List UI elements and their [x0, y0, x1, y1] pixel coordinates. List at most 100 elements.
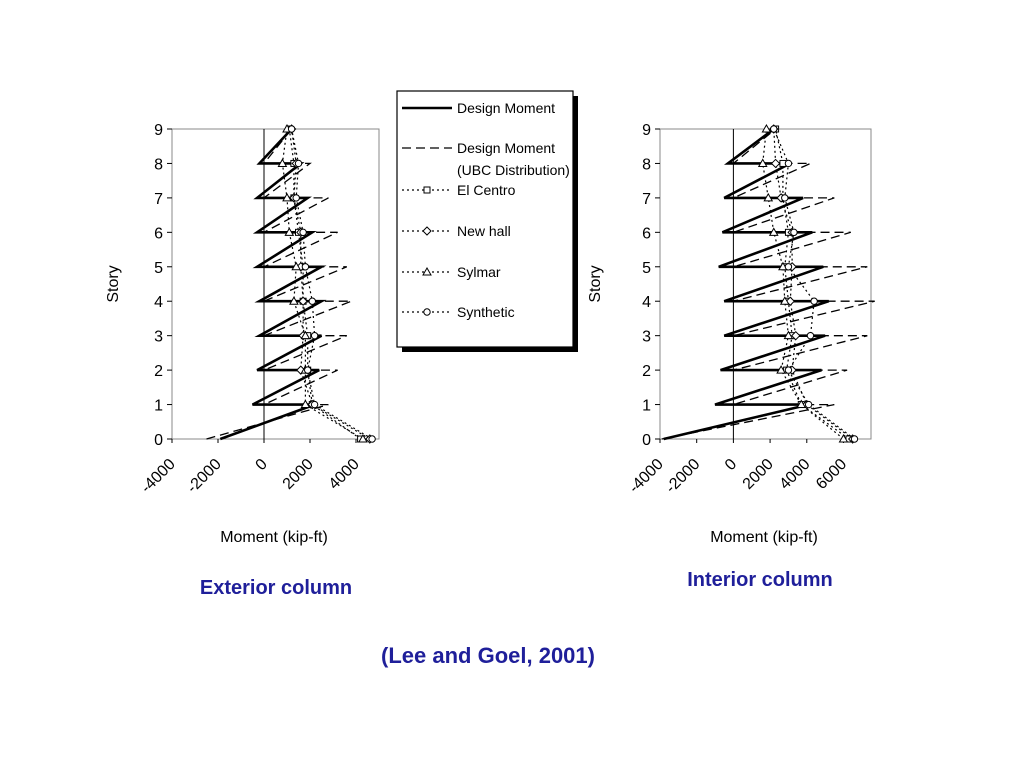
series-1: [661, 128, 875, 440]
legend-marker: [423, 186, 431, 194]
series-0: [219, 128, 327, 441]
series-5: [770, 125, 859, 443]
interior-y-axis-label: Story: [587, 265, 604, 302]
x-tick-label: -2000: [184, 456, 225, 497]
data-point: [291, 261, 302, 271]
legend-marker: [423, 308, 431, 316]
y-tick-label: 2: [642, 363, 651, 380]
data-point: [757, 158, 768, 167]
x-tick-label: 6000: [813, 456, 850, 493]
exterior-column-caption: Exterior column: [200, 577, 352, 599]
legend-entry-label: Sylmar: [457, 264, 501, 280]
data-point: [806, 331, 815, 340]
series-line: [773, 128, 854, 440]
data-point: [838, 433, 849, 443]
interior-column-caption: Interior column: [687, 569, 833, 591]
data-point: [783, 330, 794, 340]
data-point: [277, 158, 288, 167]
y-tick-label: 2: [154, 363, 163, 380]
data-point: [300, 330, 311, 340]
legend-entry-label: Design Moment: [457, 100, 555, 116]
data-point: [779, 296, 790, 305]
series-line: [288, 128, 361, 440]
series-line: [206, 128, 352, 440]
data-point: [791, 330, 801, 341]
exterior-y-axis-label: Story: [105, 265, 122, 302]
series-0: [663, 127, 830, 441]
data-point: [294, 159, 303, 168]
y-tick-label: 4: [154, 294, 163, 311]
data-point: [368, 435, 376, 443]
data-point: [301, 263, 310, 271]
exterior-column-chart: 0 1 2 3 4 5 6 7 8 9 -4000 -2000 0 2000 4000 Story Moment…: [105, 122, 380, 546]
y-tick-label: 5: [154, 260, 163, 277]
series-5: [287, 125, 376, 443]
y-tick-label: 8: [154, 156, 163, 173]
series-line: [773, 128, 855, 440]
data-point: [310, 400, 319, 409]
series-line: [762, 128, 844, 440]
legend-entry-label: (UBC Distribution): [457, 162, 570, 178]
y-tick-label: 9: [154, 122, 163, 139]
interior-x-axis-label: Moment (kip-ft): [710, 529, 818, 546]
series-4: [757, 123, 849, 443]
data-point: [282, 192, 292, 202]
legend-entry-label: New hall: [457, 223, 511, 239]
y-tick-label: 6: [642, 225, 651, 242]
series-line: [291, 128, 371, 440]
data-point: [781, 194, 789, 202]
data-point: [304, 366, 312, 374]
series-1: [206, 128, 352, 440]
legend-entry-label: Synthetic: [457, 304, 515, 320]
legend-box: [396, 90, 574, 348]
data-point: [310, 331, 319, 340]
x-tick-label: 4000: [776, 456, 813, 493]
y-tick-label: 0: [642, 432, 651, 449]
data-point: [284, 227, 295, 236]
y-tick-label: 1: [642, 398, 651, 415]
citation: (Lee and Goel, 2001): [381, 643, 595, 668]
y-tick-label: 0: [154, 432, 163, 449]
data-point: [784, 159, 793, 168]
data-point: [804, 400, 813, 409]
x-tick-label: 2000: [280, 456, 317, 493]
y-tick-label: 1: [154, 398, 163, 415]
data-point: [784, 366, 793, 374]
exterior-x-axis-label: Moment (kip-ft): [220, 529, 328, 546]
series-2: [772, 125, 853, 443]
x-tick-label: -4000: [138, 456, 179, 497]
data-point: [768, 227, 779, 236]
y-tick-label: 3: [642, 329, 651, 346]
x-tick-label: -4000: [626, 456, 667, 497]
data-point: [287, 125, 296, 133]
data-point: [763, 192, 774, 202]
series-line: [661, 128, 875, 440]
data-point: [770, 158, 781, 169]
y-tick-label: 6: [154, 225, 163, 242]
data-point: [300, 399, 311, 409]
legend-entry-label: Design Moment: [457, 140, 555, 156]
data-point: [790, 228, 798, 237]
data-point: [796, 399, 807, 409]
series-line: [281, 128, 364, 440]
series-line: [663, 127, 830, 441]
y-tick-label: 4: [642, 294, 651, 311]
x-tick-label: 0: [722, 456, 740, 474]
y-tick-label: 5: [642, 260, 651, 277]
y-tick-label: 7: [154, 191, 163, 208]
series-4: [277, 123, 368, 443]
data-point: [770, 125, 778, 133]
y-tick-label: 9: [642, 122, 651, 139]
data-point: [761, 123, 772, 133]
x-tick-label: -2000: [663, 456, 704, 497]
y-tick-label: 7: [642, 191, 651, 208]
series-3: [286, 124, 375, 444]
x-tick-label: 4000: [326, 456, 363, 493]
legend: Design Moment Design Moment (UBC Distribut…: [396, 90, 578, 352]
data-point: [776, 365, 786, 374]
legend-entry-label: El Centro: [457, 182, 516, 198]
data-point: [850, 435, 859, 443]
series-line: [219, 128, 327, 441]
